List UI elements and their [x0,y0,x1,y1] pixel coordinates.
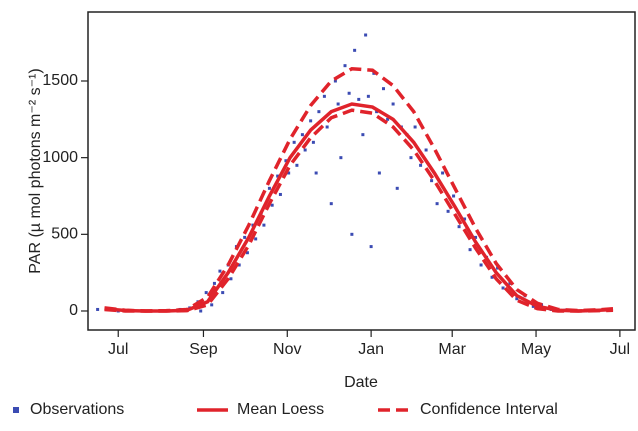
observation-point [479,263,483,267]
observation-point [350,232,354,236]
x-tick-label: Jul [108,341,128,358]
observation-point [287,171,291,175]
legend-swatch [13,407,19,413]
x-tick-label: Nov [273,341,301,358]
legend-label: Observations [30,401,124,418]
observation-point [303,148,307,152]
observation-point [409,156,413,160]
observation-point [381,87,385,91]
observation-point [237,263,241,267]
observation-point [322,94,326,98]
observation-point [377,171,381,175]
y-tick-label: 500 [51,226,78,243]
observation-point [515,297,519,301]
observation-point [339,156,343,160]
observation-point [395,186,399,190]
observation-point [96,307,100,311]
observation-point [424,148,428,152]
observation-point [251,223,255,227]
observation-point [199,309,203,313]
x-axis-label: Date [344,374,378,391]
observation-point [218,269,222,273]
x-tick-label: Jul [610,341,630,358]
x-tick-label: Mar [438,341,466,358]
observation-point [366,94,370,98]
observation-point [292,140,296,144]
observation-point [435,202,439,206]
observation-point [267,186,271,190]
observation-point [364,33,368,37]
observation-point [210,303,214,307]
observation-point [369,245,373,249]
legend-label: Confidence Interval [420,401,558,418]
observation-point [361,133,365,137]
observation-point [229,277,233,281]
plot-frame [87,11,636,331]
observation-point [333,79,337,83]
observation-point [278,192,282,196]
observation-point [300,133,304,137]
observation-point [468,248,472,252]
observation-point [490,275,494,279]
observation-point [314,171,318,175]
observation-point [325,125,329,129]
x-tick-label: Sep [189,341,218,358]
observation-point [391,102,395,106]
observation-point [254,237,258,241]
observation-point [212,281,216,285]
observation-point [309,119,313,123]
ci-upper-line [104,66,614,313]
y-tick-label: 0 [69,302,78,319]
observation-point [496,266,500,270]
observation-point [276,174,280,178]
observation-point [353,48,357,52]
observation-point [413,125,417,129]
observation-point [284,159,288,163]
observation-point [463,217,467,221]
observation-point [419,163,423,167]
observation-point [245,251,249,255]
x-tick-label: Jan [358,341,384,358]
observation-point [474,235,478,239]
observation-point [357,97,361,101]
observation-point [336,102,340,106]
observation-point [343,64,347,68]
y-axis-label: PAR (µ mol photons m⁻² s⁻¹) [27,68,44,273]
observation-point [311,140,315,144]
observation-point [457,225,461,229]
observation-point [243,235,247,239]
observation-point [221,291,225,295]
observation-point [317,110,321,114]
x-tick-label: May [521,341,551,358]
y-tick-label: 1000 [42,149,78,166]
observation-point [375,110,379,114]
observation-point [452,194,456,198]
observation-point [430,179,434,183]
observation-point [347,91,351,95]
mean-loess-line [104,102,614,313]
observation-point [295,163,299,167]
y-tick-label: 1500 [42,72,78,89]
legend-label: Mean Loess [237,401,324,418]
ci-lower-line [104,108,614,313]
observation-point [501,286,505,290]
observation-point [446,209,450,213]
observation-point [262,223,266,227]
observation-point [386,117,390,121]
observation-point [531,304,535,308]
observation-point [270,203,274,207]
observation-point [441,171,445,175]
observation-point [329,202,333,206]
observation-point [204,291,208,295]
